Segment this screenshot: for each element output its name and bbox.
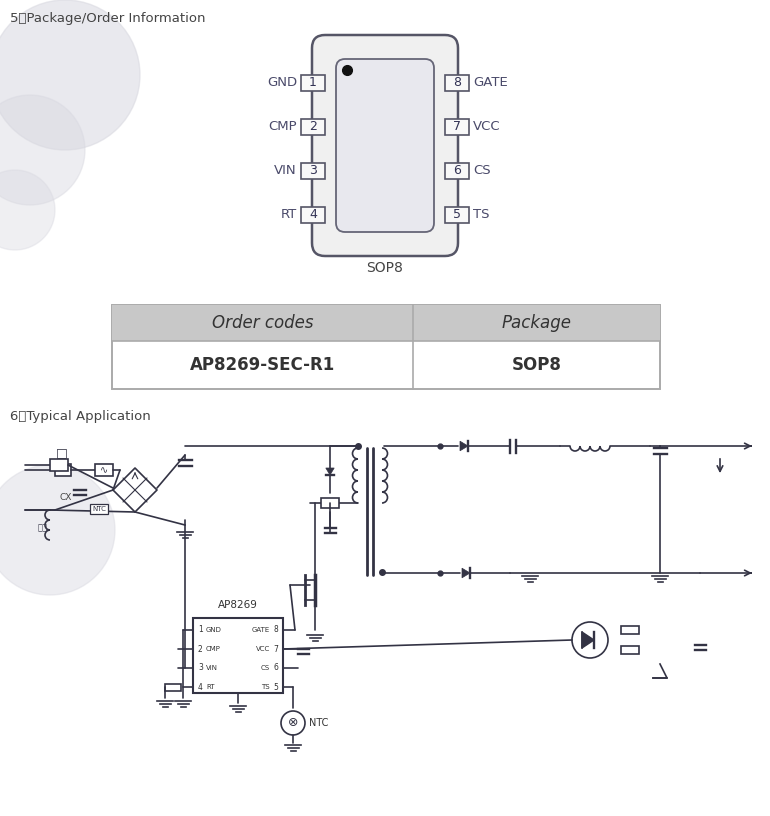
Text: GATE: GATE [473,77,507,90]
Text: TS: TS [261,684,270,690]
Circle shape [0,170,55,250]
Text: TS: TS [473,209,490,221]
Bar [301,119,325,135]
Text: 4: 4 [309,209,317,221]
Bar [321,498,339,508]
Text: RT: RT [281,209,297,221]
Bar [112,305,660,341]
Text: NTC: NTC [309,718,328,728]
Bar [301,75,325,91]
Bar [621,646,639,654]
Text: RT: RT [206,684,215,690]
Text: 5、Package/Order Information: 5、Package/Order Information [10,12,206,25]
Text: GATE: GATE [252,627,270,633]
Text: Order codes: Order codes [212,314,313,332]
Circle shape [0,465,115,595]
Text: GND: GND [206,627,222,633]
Text: 3: 3 [198,663,203,672]
Text: VIN: VIN [274,165,297,178]
Text: 6、Typical Application: 6、Typical Application [10,410,151,423]
Text: GND: GND [267,77,297,90]
Polygon shape [326,468,334,475]
Text: 8: 8 [453,77,461,90]
Bar [445,163,469,179]
Text: AP8269: AP8269 [218,600,258,610]
Circle shape [0,95,85,205]
Text: NTC: NTC [92,506,106,512]
Text: CMP: CMP [269,121,297,134]
Bar [55,464,71,476]
Text: VCC: VCC [256,646,270,652]
Text: 5: 5 [453,209,461,221]
Text: 1: 1 [309,77,317,90]
Bar [50,459,68,471]
Bar [445,119,469,135]
Text: 7: 7 [273,645,278,654]
Circle shape [572,622,608,658]
Text: CMP: CMP [206,646,221,652]
Text: □: □ [56,446,68,459]
Text: 7: 7 [453,121,461,134]
Bar [90,504,108,514]
Text: CS: CS [473,165,490,178]
Text: ∿: ∿ [100,465,108,475]
Text: 3: 3 [309,165,317,178]
Text: SOP8: SOP8 [511,356,561,374]
Text: 1: 1 [198,626,203,635]
Bar [165,684,181,690]
Text: 4: 4 [198,682,203,691]
Text: CS: CS [261,665,270,671]
Bar [301,207,325,223]
Bar [193,618,283,693]
Text: 8: 8 [273,626,278,635]
Text: Package: Package [501,314,571,332]
Text: 2: 2 [309,121,317,134]
Polygon shape [460,441,468,450]
Bar [445,75,469,91]
Text: ⊗: ⊗ [288,716,298,730]
Text: AP8269-SEC-R1: AP8269-SEC-R1 [190,356,335,374]
Circle shape [0,0,140,150]
Bar [445,207,469,223]
Text: VIN: VIN [206,665,218,671]
Text: SOP8: SOP8 [367,261,403,275]
Text: 6: 6 [453,165,461,178]
Text: 5: 5 [273,682,278,691]
Text: 6: 6 [273,663,278,672]
Circle shape [281,711,305,735]
Text: CX: CX [59,494,72,503]
Text: VCC: VCC [473,121,500,134]
Text: ⌒⌒: ⌒⌒ [38,523,48,532]
Bar [112,305,660,389]
Polygon shape [462,568,470,578]
Bar [95,464,113,476]
Bar [621,626,639,634]
Text: 2: 2 [198,645,203,654]
FancyBboxPatch shape [312,35,458,256]
FancyBboxPatch shape [336,59,434,232]
Polygon shape [582,632,594,648]
Bar [301,163,325,179]
